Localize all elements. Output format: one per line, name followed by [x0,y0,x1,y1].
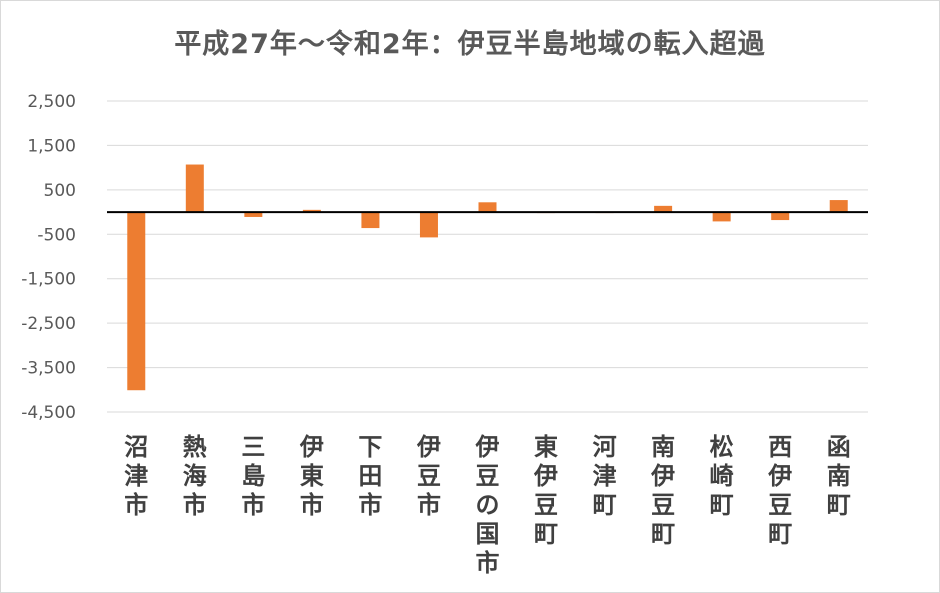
category-label: 東伊豆町 [533,433,558,548]
bar-西伊豆町 [771,212,790,221]
category-label: 南伊豆町 [650,433,675,548]
category-label: 熱海市 [183,433,207,519]
y-tick-label: 2,500 [27,92,76,112]
category-label: 西伊豆町 [767,433,792,548]
bar-伊東市 [302,209,321,213]
chart-title: 平成27年～令和2年：伊豆半島地域の転入超過 [174,29,766,60]
category-label: 伊豆市 [416,433,441,519]
category-label: 下田市 [358,433,382,519]
category-label: 松崎町 [710,433,734,519]
category-label: 三島市 [241,433,265,519]
y-tick-label: 500 [44,181,76,201]
y-tick-label: -4,500 [21,403,76,423]
bar-熱海市 [185,164,204,213]
bar-函南町 [829,200,848,213]
bar-南伊豆町 [654,205,673,213]
category-label: 河津町 [593,433,617,519]
bar-伊豆の国市 [478,202,497,213]
y-tick-label: -3,500 [21,359,76,379]
bar-伊豆市 [419,212,438,238]
category-label: 伊東市 [299,433,324,519]
y-tick-label: -2,500 [21,314,76,334]
y-tick-label: -500 [37,225,76,245]
category-label: 沼津市 [124,433,148,519]
category-label: 伊豆の国市 [475,433,500,577]
y-tick-label: 1,500 [27,136,76,156]
bar-沼津市 [127,212,146,391]
bar-下田市 [361,212,380,229]
y-tick-label: -1,500 [21,270,76,290]
category-label: 函南町 [827,433,851,519]
bar-松崎町 [712,212,731,222]
bar-三島市 [244,212,263,217]
